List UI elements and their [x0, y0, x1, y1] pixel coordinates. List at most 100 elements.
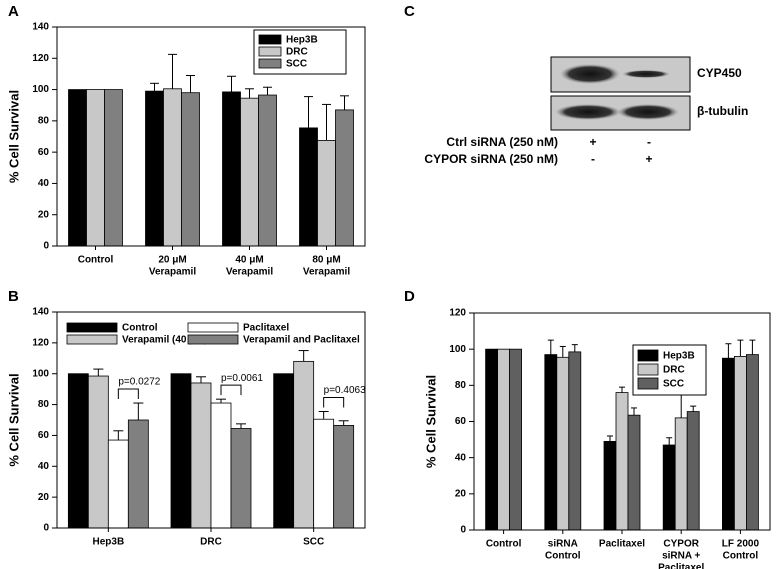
- annotation: p=0.4063: [324, 385, 366, 396]
- bar: [497, 348, 511, 531]
- y-axis-label: % Cell Survival: [6, 90, 21, 183]
- y-tick-label: 60: [38, 430, 50, 441]
- lane-sign: +: [645, 152, 652, 166]
- legend-swatch: [637, 363, 659, 376]
- x-tick-label: LF 2000: [722, 539, 760, 550]
- x-tick-label: Verapamil: [226, 267, 273, 278]
- y-tick-label: 120: [32, 53, 49, 64]
- bar: [722, 357, 735, 531]
- plot-frame: [56, 26, 366, 247]
- bar: [335, 109, 354, 247]
- legend-swatch: [187, 334, 239, 345]
- bar: [67, 373, 89, 529]
- legend-label: Verapamil (40 μM): [122, 335, 207, 346]
- bar: [107, 439, 129, 529]
- bar: [485, 348, 499, 531]
- bar: [222, 91, 241, 247]
- bar: [210, 402, 232, 529]
- y-tick-label: 80: [38, 399, 50, 410]
- y-tick-label: 20: [455, 488, 467, 499]
- legend-label: Paclitaxel: [243, 323, 289, 334]
- x-tick-label: Paclitaxel: [658, 563, 704, 569]
- band-label: CYP450: [697, 66, 742, 80]
- y-tick-label: 40: [38, 461, 50, 472]
- x-tick-label: Paclitaxel: [599, 539, 645, 550]
- bar: [556, 356, 570, 531]
- x-tick-label: Verapamil: [149, 267, 196, 278]
- y-tick-label: 120: [32, 337, 49, 348]
- y-tick-label: 40: [38, 178, 50, 189]
- panel-label: C: [404, 3, 415, 20]
- x-tick-label: 20 μM: [158, 255, 186, 266]
- y-axis-label: % Cell Survival: [6, 373, 21, 466]
- lane-sign: -: [591, 152, 595, 166]
- bar: [603, 440, 617, 531]
- legend-swatch: [187, 322, 239, 333]
- lane-sign: -: [647, 135, 651, 149]
- bar: [145, 90, 164, 247]
- blot-band: [555, 104, 621, 120]
- legend-label: Hep3B: [663, 351, 695, 362]
- plot-frame: [473, 312, 771, 531]
- bar: [68, 89, 87, 247]
- x-tick-label: Control: [545, 551, 581, 562]
- bar: [273, 373, 295, 529]
- blot-band: [560, 64, 620, 84]
- bar: [86, 89, 105, 247]
- y-tick-label: 120: [449, 308, 466, 319]
- significance-bracket: [220, 384, 242, 396]
- bar: [240, 97, 259, 247]
- bar: [313, 418, 335, 529]
- y-tick-label: 20: [38, 209, 50, 220]
- bar: [87, 375, 109, 529]
- bar: [627, 414, 641, 531]
- legend-label: Control: [122, 323, 158, 334]
- bar: [615, 392, 629, 531]
- y-tick-label: 0: [43, 523, 49, 534]
- legend-label: Verapamil and Paclitaxel: [243, 335, 360, 346]
- x-tick-label: siRNA: [548, 539, 578, 550]
- y-tick-label: 100: [32, 368, 49, 379]
- bar: [333, 424, 355, 529]
- legend-label: DRC: [663, 365, 685, 376]
- bar: [674, 417, 688, 531]
- bar: [686, 411, 700, 531]
- y-tick-label: 140: [32, 307, 49, 318]
- x-tick-label: 40 μM: [235, 255, 263, 266]
- bar: [170, 373, 192, 529]
- bar: [317, 140, 336, 247]
- x-tick-label: DRC: [200, 537, 222, 548]
- bar: [299, 127, 318, 247]
- legend-swatch: [66, 322, 118, 333]
- lane-sign: +: [589, 135, 596, 149]
- blot-band: [622, 70, 670, 78]
- y-axis-label: % Cell Survival: [423, 375, 438, 468]
- legend-label: SCC: [663, 379, 684, 390]
- bar: [104, 89, 123, 247]
- row-label: CYPOR siRNA (250 nM): [424, 152, 558, 166]
- band-label: β-tubulin: [697, 104, 748, 118]
- legend-swatch: [258, 46, 282, 57]
- bar: [662, 444, 676, 531]
- y-tick-label: 60: [38, 147, 50, 158]
- panel-label: B: [8, 288, 19, 305]
- y-tick-label: 100: [32, 84, 49, 95]
- bar: [734, 355, 747, 531]
- bar: [544, 354, 558, 531]
- legend-swatch: [258, 34, 282, 45]
- legend-label: Hep3B: [286, 35, 318, 46]
- annotation: p=0.0272: [118, 377, 160, 388]
- x-tick-label: CYPOR: [663, 539, 699, 550]
- annotation: p=0.0061: [221, 373, 263, 384]
- legend-swatch: [258, 58, 282, 69]
- y-tick-label: 20: [38, 492, 50, 503]
- bar: [190, 382, 212, 529]
- x-tick-label: Control: [486, 539, 522, 550]
- x-tick-label: Control: [723, 551, 759, 562]
- panel-label: A: [8, 3, 19, 20]
- x-tick-label: Verapamil: [303, 267, 350, 278]
- y-tick-label: 40: [455, 452, 467, 463]
- bar: [258, 94, 277, 247]
- bar: [230, 428, 252, 529]
